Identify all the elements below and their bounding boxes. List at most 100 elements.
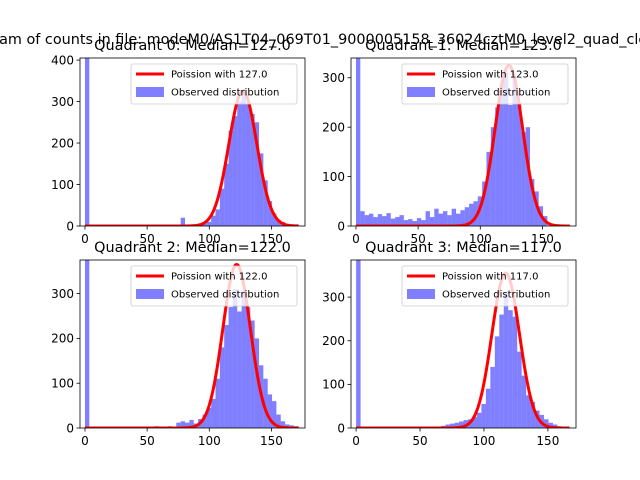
x-tick-label: 0 <box>81 434 89 448</box>
histogram-bar <box>447 215 452 226</box>
histogram-bar <box>215 209 220 226</box>
histogram-bar <box>386 213 391 226</box>
legend-box <box>401 265 569 307</box>
histogram-bar <box>206 221 212 226</box>
legend-box <box>130 265 298 307</box>
histogram-bar <box>525 127 531 226</box>
histogram-bar <box>481 404 486 428</box>
histogram-bar <box>272 401 277 428</box>
legend-hist-label: Observed distribution <box>171 88 279 99</box>
x-tick-label: 50 <box>139 232 154 246</box>
histogram-bar <box>390 218 396 226</box>
legend-hist-swatch <box>407 87 435 97</box>
histogram-bar <box>508 104 513 226</box>
histogram-bar <box>469 203 474 226</box>
histogram-bar <box>517 351 522 428</box>
histogram-bar <box>219 188 225 226</box>
histogram-bar <box>185 422 190 428</box>
x-tick-label: 150 <box>260 434 283 448</box>
y-tick-label: 300 <box>51 287 74 301</box>
y-tick-label: 200 <box>51 332 74 346</box>
histogram-bar <box>438 213 443 226</box>
x-tick-label: 50 <box>410 232 425 246</box>
legend: Poission with 127.0 Observed distribution <box>130 63 298 105</box>
y-tick-label: 0 <box>337 219 345 233</box>
y-tick-label: 300 <box>322 71 345 85</box>
y-tick-label: 200 <box>51 136 74 150</box>
histogram-bar <box>512 316 518 428</box>
histogram-bar <box>521 375 527 428</box>
x-tick-label: 0 <box>352 434 360 448</box>
histogram-bar <box>202 414 207 428</box>
x-tick-label: 150 <box>531 232 554 246</box>
histogram-bar <box>267 201 273 226</box>
histogram-bar <box>189 419 194 428</box>
histogram-bar <box>421 220 426 226</box>
legend-fit-label: Poission with 122.0 <box>171 272 267 283</box>
histogram-bar <box>476 412 482 428</box>
histogram-bar <box>237 311 242 428</box>
x-tick-label: 0 <box>81 232 89 246</box>
y-tick-label: 100 <box>322 378 345 392</box>
histogram-bar <box>473 201 478 226</box>
subplot-quadrant-0: Quadrant 0: Median=127.0 0 50 100 150 0 100 200… <box>51 38 306 246</box>
y-tick-label: 400 <box>51 53 74 67</box>
plot-area <box>356 260 570 428</box>
subplot-title: Quadrant 1: Median=123.0 <box>365 38 562 54</box>
histogram-bar <box>548 422 553 428</box>
legend-hist-label: Observed distribution <box>442 290 550 301</box>
histogram-bar <box>521 132 526 226</box>
histogram-bar <box>280 421 286 428</box>
histogram-bar <box>442 211 448 226</box>
histogram-bar <box>395 217 400 226</box>
axes-frame <box>350 259 577 429</box>
histogram-bar <box>399 215 404 226</box>
histogram-bar <box>219 347 225 428</box>
histogram-bar <box>456 213 461 226</box>
histogram-bar <box>180 421 186 428</box>
histogram-bar <box>245 103 251 226</box>
y-tick-label: 0 <box>66 219 74 233</box>
histogram-bar <box>490 366 495 428</box>
histogram-bar <box>460 210 465 226</box>
x-tick-label: 100 <box>469 232 492 246</box>
legend-hist-label: Observed distribution <box>171 290 279 301</box>
histogram-bar <box>490 127 496 226</box>
histogram-bar <box>228 130 233 226</box>
histogram-bar <box>206 407 212 428</box>
histogram-bar <box>445 424 451 428</box>
histogram-bar <box>373 217 378 226</box>
histogram-bar <box>245 307 251 428</box>
y-tick-label: 200 <box>322 334 345 348</box>
histogram-bar <box>508 310 513 428</box>
y-tick-label: 0 <box>66 421 74 435</box>
histogram-bar <box>259 153 264 226</box>
histogram-bar <box>228 307 233 428</box>
legend-hist-swatch <box>136 87 164 97</box>
axes-frame <box>79 259 306 429</box>
histogram-bar <box>272 213 277 226</box>
poisson-fit-line <box>355 63 570 226</box>
histogram-bar <box>263 180 268 226</box>
histogram-bar <box>494 336 500 428</box>
x-tick-label: 100 <box>473 434 496 448</box>
histogram-bar <box>472 417 477 428</box>
legend: Poission with 117.0 Observed distribution <box>401 265 569 307</box>
subplot-quadrant-1: Quadrant 1: Median=123.0 0 50 100 150 0 100 200… <box>322 38 577 246</box>
histogram-bar-zero-spike <box>84 260 90 428</box>
legend-hist-swatch <box>136 289 164 299</box>
subplot-title: Quadrant 3: Median=117.0 <box>365 240 562 256</box>
histogram-bar <box>211 398 216 428</box>
subplot-quadrant-3: Quadrant 3: Median=117.0 0 50 100 150 0 100 200… <box>322 240 577 448</box>
x-tick-label: 50 <box>412 434 427 448</box>
histogram-bar <box>464 207 470 226</box>
y-tick-label: 100 <box>51 377 74 391</box>
histogram-bar <box>434 208 439 226</box>
subplot-quadrant-2: Quadrant 2: Median=122.0 0 50 100 150 0 100 200… <box>51 240 306 448</box>
histogram-bar <box>276 219 281 226</box>
histogram-bar <box>429 217 435 226</box>
histogram-bar <box>276 414 281 428</box>
histogram-bar-zero-spike <box>355 58 361 226</box>
legend-hist-swatch <box>407 289 435 299</box>
histogram-bar <box>412 221 417 226</box>
